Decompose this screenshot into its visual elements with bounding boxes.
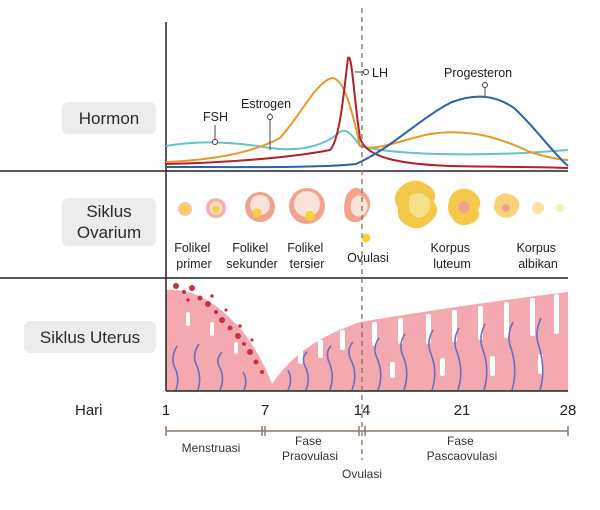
menstrual-blood xyxy=(173,283,264,374)
row-label-ovarium-line1: Siklus xyxy=(86,202,132,221)
folikel-sekunder-icon xyxy=(206,198,226,218)
ovary-stages xyxy=(178,180,564,243)
row-label-siklus-uterus: Siklus Uterus xyxy=(24,321,156,353)
estrogen-label: Estrogen xyxy=(241,97,291,111)
estrogen-curve xyxy=(165,76,569,163)
fsh-curve xyxy=(165,129,569,156)
hormone-callouts xyxy=(212,69,488,150)
folikel-primer-label: Folikel primer xyxy=(174,241,214,271)
row-label-siklus-ovarium: Siklus Ovarium xyxy=(62,198,156,246)
progesteron-curve xyxy=(165,95,569,169)
folikel-primer-icon xyxy=(178,202,192,216)
day-label-1: 1 xyxy=(162,402,170,419)
folikel-tersier-label: Folikel tersier xyxy=(287,241,327,271)
korpus-albikan-icon-2 xyxy=(556,204,564,212)
hari-label: Hari xyxy=(75,402,103,419)
korpus-luteum-icon-1 xyxy=(394,180,438,229)
day-label-21: 21 xyxy=(454,402,471,419)
ovulasi-icon xyxy=(344,187,371,243)
praovulasi-label: Fase Praovulasi xyxy=(282,434,338,463)
korpus-albikan-icon-1 xyxy=(532,202,544,214)
pascaovulasi-label: Fase Pascaovulasi xyxy=(427,434,498,463)
day-label-7: 7 xyxy=(261,402,269,419)
progesteron-pin xyxy=(482,82,488,88)
uterus-tissue-regeneration xyxy=(272,292,568,391)
uterus-spiral-arteries xyxy=(172,317,544,391)
korpus-luteum-icon-2 xyxy=(448,188,481,226)
lh-label: LH xyxy=(372,66,388,80)
menstruasi-label: Menstruasi xyxy=(182,441,241,455)
ovulasi-ovary-label: Ovulasi xyxy=(347,251,389,265)
day-label-28: 28 xyxy=(560,402,577,419)
progesteron-label: Progesteron xyxy=(444,66,512,80)
row-label-hormon-text: Hormon xyxy=(78,108,140,128)
fsh-pin xyxy=(212,139,218,145)
lh-curve xyxy=(165,56,569,169)
uterus-tissue-menstruation xyxy=(166,289,272,391)
korpus-luteum-label: Korpus luteum xyxy=(430,241,473,271)
folikel-tersier-icon-1 xyxy=(245,192,275,222)
folikel-sekunder-label: Folikel sekunder xyxy=(226,241,277,271)
ovulasi-phase-label: Ovulasi xyxy=(342,467,382,481)
korpus-luteum-icon-3 xyxy=(494,193,520,218)
row-label-hormon: Hormon xyxy=(62,102,156,134)
korpus-albikan-label: Korpus albikan xyxy=(516,241,559,271)
fsh-label: FSH xyxy=(203,110,228,124)
diagram-frame xyxy=(0,22,568,392)
folikel-tersier-icon-2 xyxy=(289,188,325,224)
phase-bracket xyxy=(165,426,569,436)
estrogen-pin xyxy=(267,114,273,120)
day-label-14: 14 xyxy=(354,402,371,419)
lh-pin xyxy=(363,69,369,75)
row-label-ovarium-line2: Ovarium xyxy=(76,223,142,242)
uterus-lining xyxy=(166,283,568,391)
hormone-curves xyxy=(165,56,569,169)
row-label-uterus-text: Siklus Uterus xyxy=(39,327,141,347)
